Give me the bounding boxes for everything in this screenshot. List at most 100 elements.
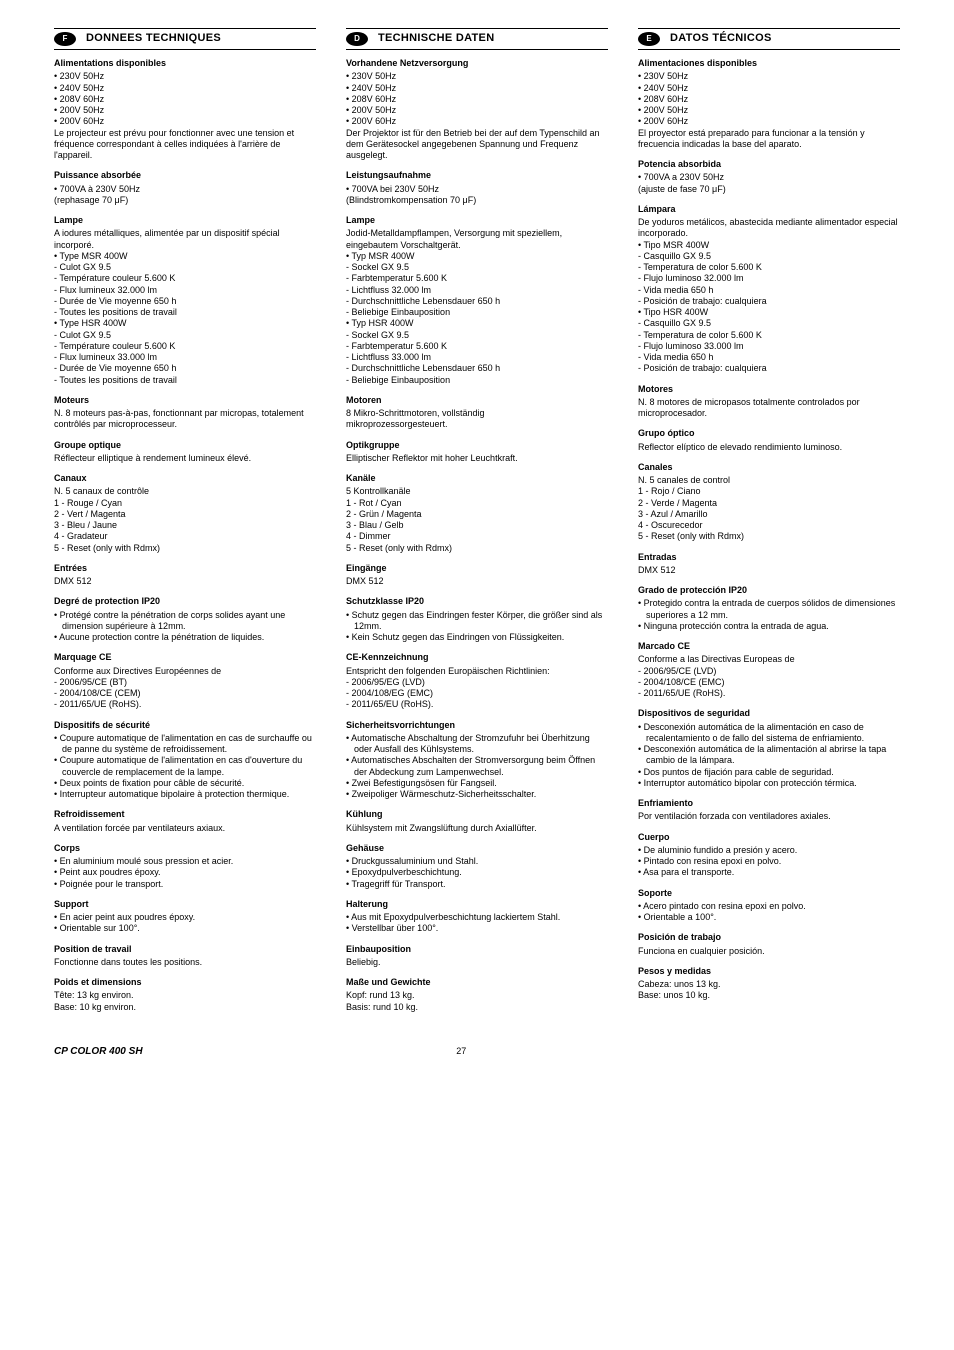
bullet-item: • Interrupteur automatique bipolaire à p… xyxy=(54,789,316,800)
section-body: Entspricht den folgenden Europäischen Ri… xyxy=(346,666,608,711)
section-body: A ventilation forcée par ventilateurs ax… xyxy=(54,823,316,834)
section-body: DMX 512 xyxy=(54,576,316,587)
section: EingängeDMX 512 xyxy=(346,563,608,588)
bullet-item: • De aluminio fundido a presión y acero. xyxy=(638,845,900,856)
bullet-item: • Druckgussaluminium und Stahl. xyxy=(346,856,608,867)
section-bullets: • Protégé contre la pénétration de corps… xyxy=(54,610,316,644)
bullet-item: • Verstellbar über 100°. xyxy=(346,923,608,934)
section: EnfriamientoPor ventilación forzada con … xyxy=(638,798,900,823)
section-title: Cuerpo xyxy=(638,832,900,843)
section-body: • 230V 50Hz • 240V 50Hz • 208V 60Hz • 20… xyxy=(54,71,316,161)
bullet-item: • Dos puntos de fijación para cable de s… xyxy=(638,767,900,778)
section: Marquage CE Conforme aux Directives Europ… xyxy=(54,652,316,710)
section: Grupo óptico Reflector elíptico de elevad… xyxy=(638,428,900,453)
bullet-item: • Zwei Befestigungsösen für Fangseil. xyxy=(346,778,608,789)
section-body: Tête: 13 kg environ. Base: 10 kg environ… xyxy=(54,990,316,1013)
section: Potencia absorbida• 700VA a 230V 50Hz (a… xyxy=(638,159,900,195)
section-body: Conforme a las Directivas Europeas de - … xyxy=(638,654,900,699)
footer-page: 27 xyxy=(143,1046,780,1059)
section-body: • 230V 50Hz • 240V 50Hz • 208V 60Hz • 20… xyxy=(638,71,900,150)
section-title: Kühlung xyxy=(346,809,608,820)
column-title: DATOS TÉCNICOS xyxy=(670,32,772,46)
section-title: Support xyxy=(54,899,316,910)
lang-badge: D xyxy=(346,32,368,46)
bullet-item: • Asa para el transporte. xyxy=(638,867,900,878)
bullet-item: • Schutz gegen das Eindringen fester Kör… xyxy=(346,610,608,633)
bullet-item: • Coupure automatique de l'alimentation … xyxy=(54,733,316,756)
section-title: Potencia absorbida xyxy=(638,159,900,170)
section: Grado de protección IP20• Protegido cont… xyxy=(638,585,900,632)
section: Leistungsaufnahme • 700VA bei 230V 50Hz (… xyxy=(346,170,608,206)
section-title: Canaux xyxy=(54,473,316,484)
section-title: Degré de protection IP20 xyxy=(54,596,316,607)
bullet-item: • Desconexión automática de la alimentac… xyxy=(638,722,900,745)
column: DTECHNISCHE DATENVorhandene Netzversorgu… xyxy=(346,28,608,1022)
section-body: De yoduros metálicos, abastecida mediant… xyxy=(638,217,900,375)
section: Kühlung Kühlsystem mit Zwangslüftung durc… xyxy=(346,809,608,834)
section-body: Conforme aux Directives Européennes de -… xyxy=(54,666,316,711)
bullet-item: • Orientable a 100°. xyxy=(638,912,900,923)
bullet-item: • Protégé contre la pénétration de corps… xyxy=(54,610,316,633)
section: Gehäuse • Druckgussaluminium und Stahl.• … xyxy=(346,843,608,890)
section-title: Groupe optique xyxy=(54,440,316,451)
section-body: Funciona en cualquier posición. xyxy=(638,946,900,957)
section-bullets: • En aluminium moulé sous pression et ac… xyxy=(54,856,316,890)
section-bullets: • De aluminio fundido a presión y acero.… xyxy=(638,845,900,879)
column: E DATOS TÉCNICOS Alimentaciones disponible… xyxy=(638,28,900,1022)
section-title: Enfriamiento xyxy=(638,798,900,809)
column-header: E DATOS TÉCNICOS xyxy=(638,28,900,50)
section-body: Beliebig. xyxy=(346,957,608,968)
section-body: Cabeza: unos 13 kg. Base: unos 10 kg. xyxy=(638,979,900,1002)
section-title: CE-Kennzeichnung xyxy=(346,652,608,663)
section: Halterung• Aus mit Epoxydpulverbeschicht… xyxy=(346,899,608,935)
section: Posición de trabajo Funciona en cualquier… xyxy=(638,932,900,957)
section: Maße und GewichteKopf: rund 13 kg. Basis… xyxy=(346,977,608,1013)
section-body: Fonctionne dans toutes les positions. xyxy=(54,957,316,968)
section: CanauxN. 5 canaux de contrôle 1 - Rouge … xyxy=(54,473,316,554)
bullet-item: • Ninguna protección contra la entrada d… xyxy=(638,621,900,632)
section: Kanäle5 Kontrollkanäle 1 - Rot / Cyan 2 … xyxy=(346,473,608,554)
section-body: Reflector elíptico de elevado rendimient… xyxy=(638,442,900,453)
section-bullets: • Schutz gegen das Eindringen fester Kör… xyxy=(346,610,608,644)
section: Marcado CEConforme a las Directivas Euro… xyxy=(638,641,900,699)
bullet-item: • Desconexión automática de la alimentac… xyxy=(638,744,900,767)
section: MotoresN. 8 motores de micropasos totalm… xyxy=(638,384,900,420)
section-title: Posición de trabajo xyxy=(638,932,900,943)
lang-badge: E xyxy=(638,32,660,46)
section-body: N. 8 moteurs pas-à-pas, fonctionnant par… xyxy=(54,408,316,431)
bullet-item: • Zweipoliger Wärmeschutz-Sicherheitssch… xyxy=(346,789,608,800)
section-body: Réflecteur elliptique à rendement lumine… xyxy=(54,453,316,464)
section-title: Marquage CE xyxy=(54,652,316,663)
section-bullets: • Aus mit Epoxydpulverbeschichtung lacki… xyxy=(346,912,608,935)
section: LámparaDe yoduros metálicos, abastecida … xyxy=(638,204,900,375)
section-body: A iodures métalliques, alimentée par un … xyxy=(54,228,316,386)
section: MoteursN. 8 moteurs pas-à-pas, fonctionn… xyxy=(54,395,316,431)
section: Schutzklasse IP20 • Schutz gegen das Eind… xyxy=(346,596,608,643)
section: Sicherheitsvorrichtungen• Automatische A… xyxy=(346,720,608,801)
column-header: DTECHNISCHE DATEN xyxy=(346,28,608,50)
section-title: Schutzklasse IP20 xyxy=(346,596,608,607)
column-title: DONNEES TECHNIQUES xyxy=(86,32,221,46)
section-title: Refroidissement xyxy=(54,809,316,820)
section-title: Alimentations disponibles xyxy=(54,58,316,69)
section: Position de travailFonctionne dans toute… xyxy=(54,944,316,969)
section: EntréesDMX 512 xyxy=(54,563,316,588)
section: Groupe optique Réflecteur elliptique à re… xyxy=(54,440,316,465)
section-title: Leistungsaufnahme xyxy=(346,170,608,181)
section-title: Alimentaciones disponibles xyxy=(638,58,900,69)
section-bullets: • Desconexión automática de la alimentac… xyxy=(638,722,900,790)
section-body: DMX 512 xyxy=(346,576,608,587)
section-bullets: • Druckgussaluminium und Stahl.• Epoxydp… xyxy=(346,856,608,890)
section-body: Jodid-Metalldampflampen, Versorgung mit … xyxy=(346,228,608,386)
section-body: • 700VA bei 230V 50Hz (Blindstromkompens… xyxy=(346,184,608,207)
lang-badge: F xyxy=(54,32,76,46)
section-bullets: • Protegido contra la entrada de cuerpos… xyxy=(638,598,900,632)
section: Pesos y medidasCabeza: unos 13 kg. Base:… xyxy=(638,966,900,1002)
section-title: Gehäuse xyxy=(346,843,608,854)
section: EntradasDMX 512 xyxy=(638,552,900,577)
bullet-item: • Aus mit Epoxydpulverbeschichtung lacki… xyxy=(346,912,608,923)
section-body: N. 8 motores de micropasos totalmente co… xyxy=(638,397,900,420)
bullet-item: • Epoxydpulverbeschichtung. xyxy=(346,867,608,878)
section-title: Grupo óptico xyxy=(638,428,900,439)
section-body: Kühlsystem mit Zwangslüftung durch Axial… xyxy=(346,823,608,834)
